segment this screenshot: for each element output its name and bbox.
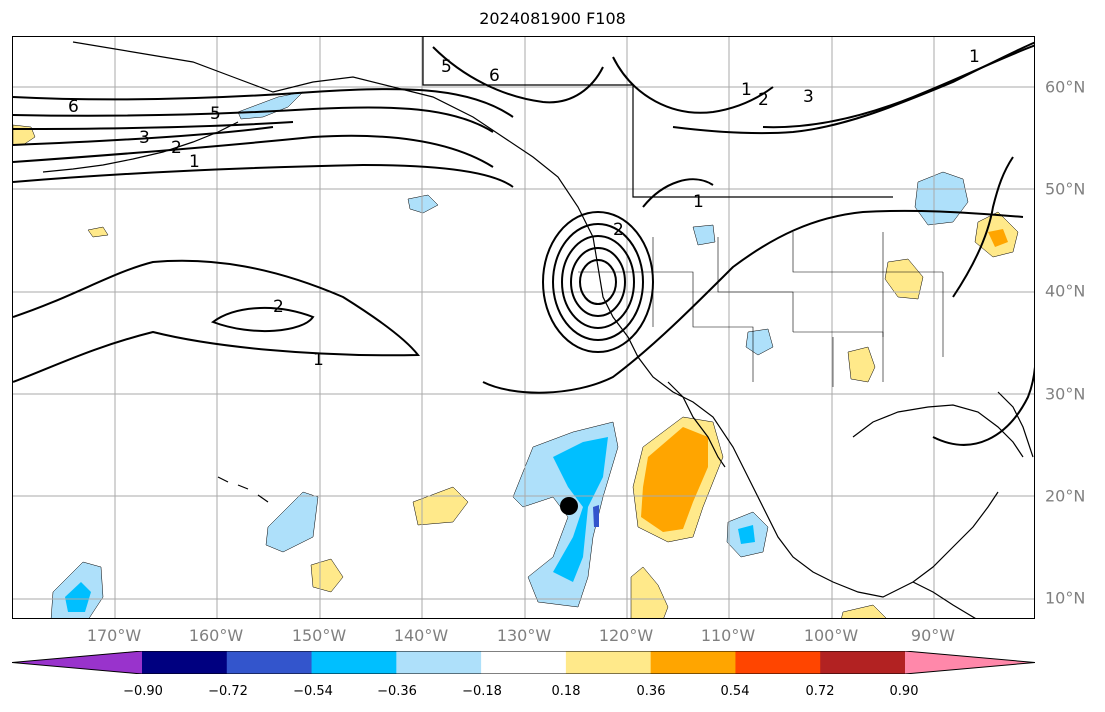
positive-anomaly-left-edge <box>13 124 36 146</box>
chart-title: 2024081900 F108 <box>479 9 626 28</box>
contour-label: 5 <box>441 57 452 77</box>
colorbar-tick-label: 0.90 <box>889 684 919 699</box>
contour-label: 5 <box>210 104 221 124</box>
negative-anomaly-150w <box>265 491 319 553</box>
positive-anomaly-east-core <box>988 229 1008 247</box>
contour-label: 2 <box>758 90 769 110</box>
positive-anomaly-baja-core <box>641 427 708 532</box>
negative-anomaly-southwest <box>745 328 774 356</box>
colorbar-tick-label: −0.72 <box>208 684 248 699</box>
lon-label: 130°W <box>496 626 552 645</box>
lat-label: 40°N <box>1045 281 1086 301</box>
colorbar-tick-label: 0.54 <box>720 684 750 699</box>
contour-label: 6 <box>68 97 79 117</box>
contour-label: 1 <box>969 47 980 67</box>
contour-label: 3 <box>139 128 150 148</box>
negative-anomaly-140w <box>407 194 439 214</box>
colorbar-segment <box>481 651 567 674</box>
lat-label: 10°N <box>1045 588 1086 608</box>
colorbar-segment <box>905 651 1035 674</box>
contour-lines <box>13 41 1034 446</box>
lon-label: 120°W <box>598 626 654 645</box>
storm-position-marker <box>560 497 578 515</box>
positive-anomaly-midwest <box>884 258 924 300</box>
positive-anomaly-95w-south <box>841 604 887 618</box>
lat-label: 30°N <box>1045 384 1086 404</box>
colorbar-tick-label: −0.18 <box>462 684 502 699</box>
negative-anomaly-rockies <box>692 224 716 246</box>
map-panel: 6 5 3 2 1 2 1 5 6 1 2 3 1 1 2 <box>12 36 1035 619</box>
lon-label: 140°W <box>393 626 449 645</box>
map-canvas: 6 5 3 2 1 2 1 5 6 1 2 3 1 1 2 <box>13 37 1034 618</box>
state-borders <box>578 232 944 387</box>
negative-anomaly-central-pacific-core <box>553 437 608 582</box>
contour-label: 2 <box>613 220 624 240</box>
colorbar-tick-label: 0.18 <box>551 684 581 699</box>
positive-anomaly-120w-south <box>630 566 669 618</box>
colorbar <box>12 651 1035 674</box>
negative-anomaly-central-pacific-peak <box>593 505 599 527</box>
lon-label: 90°W <box>910 626 956 645</box>
lon-label: 160°W <box>188 626 244 645</box>
colorbar-segment <box>820 651 906 674</box>
lon-label: 110°W <box>700 626 756 645</box>
colorbar-segment <box>650 651 736 674</box>
colorbar-segment <box>735 651 821 674</box>
colorbar-tick-label: −0.54 <box>293 684 333 699</box>
positive-anomaly-140w <box>412 486 469 526</box>
positive-anomaly-texas <box>847 346 876 383</box>
coastlines <box>42 37 1034 618</box>
negative-anomaly-170w-core <box>65 582 91 612</box>
positive-anomaly-150w-south <box>310 558 344 593</box>
contour-label: 6 <box>489 66 500 86</box>
lon-label: 100°W <box>803 626 859 645</box>
lat-label: 50°N <box>1045 179 1086 199</box>
lon-label: 150°W <box>291 626 347 645</box>
contour-label: 1 <box>693 192 704 212</box>
colorbar-tick-label: 0.72 <box>805 684 835 699</box>
lat-label: 20°N <box>1045 486 1086 506</box>
colorbar-tick-label: −0.36 <box>377 684 417 699</box>
colorbar-tick-label: −0.90 <box>123 684 163 699</box>
negative-anomaly-great-lakes <box>914 171 969 226</box>
contour-label: 2 <box>171 138 182 158</box>
contour-label: 3 <box>803 87 814 107</box>
colorbar-segment <box>311 651 397 674</box>
lat-label: 60°N <box>1045 77 1086 97</box>
colorbar-tick-label: 0.36 <box>636 684 666 699</box>
colorbar-segment <box>142 651 228 674</box>
negative-anomaly-110w-core <box>738 525 755 544</box>
colorbar-segment <box>226 651 313 674</box>
lon-label: 170°W <box>86 626 142 645</box>
contour-label-layer: 6 5 3 2 1 2 1 5 6 1 2 3 1 1 2 <box>68 47 980 370</box>
colorbar-segment <box>12 651 142 674</box>
colorbar-segment <box>396 651 482 674</box>
colorbar-segment <box>565 651 652 674</box>
contour-label: 2 <box>273 297 284 317</box>
contour-label: 1 <box>189 152 200 172</box>
positive-anomaly-small <box>87 226 109 238</box>
contour-label: 1 <box>741 80 752 100</box>
contour-label: 1 <box>313 350 324 370</box>
gridlines <box>13 37 1034 618</box>
